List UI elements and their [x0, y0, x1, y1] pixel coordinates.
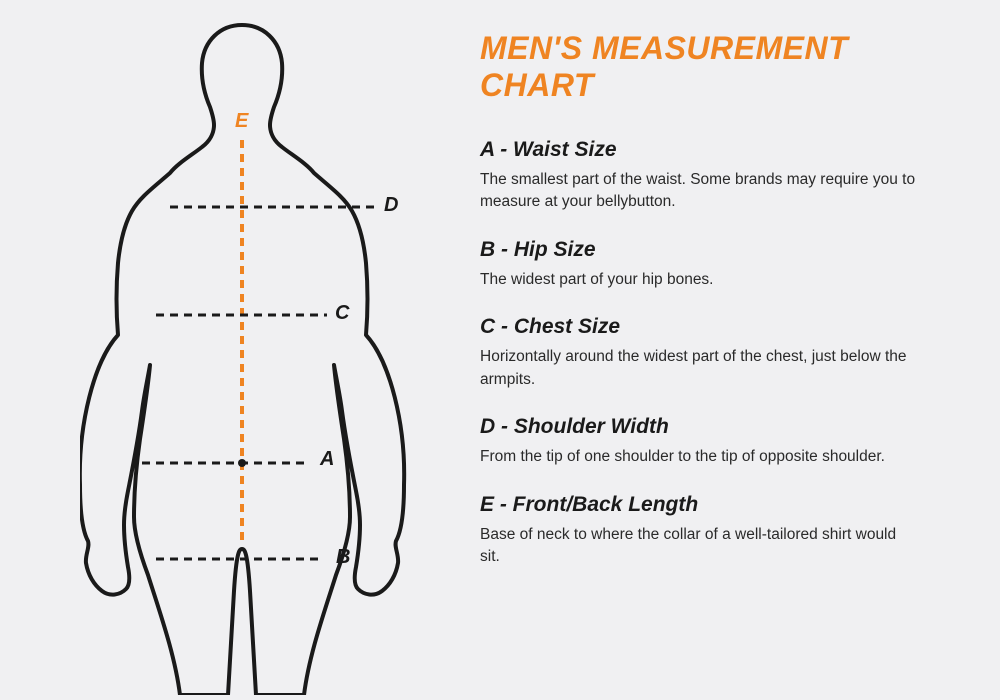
figure-label-b: B [336, 546, 350, 569]
figure-label-c: C [335, 302, 349, 325]
measurement-item: A - Waist Size The smallest part of the … [480, 138, 960, 214]
item-desc-d: From the tip of one shoulder to the tip … [480, 446, 920, 468]
figure-label-d: D [384, 194, 398, 217]
figure-label-e: E [235, 110, 248, 133]
item-title-a: A - Waist Size [480, 138, 960, 162]
chart-container: E D C A B MEN'S MEASUREMENT CHART A - Wa… [0, 0, 1000, 700]
item-title-d: D - Shoulder Width [480, 415, 960, 439]
measurement-item: D - Shoulder Width From the tip of one s… [480, 415, 960, 468]
item-desc-c: Horizontally around the widest part of t… [480, 346, 920, 391]
item-title-b: B - Hip Size [480, 238, 960, 262]
figure-label-a: A [320, 448, 334, 471]
item-desc-b: The widest part of your hip bones. [480, 269, 920, 291]
chart-title: MEN'S MEASUREMENT CHART [480, 30, 960, 104]
body-figure [80, 15, 420, 695]
text-panel: MEN'S MEASUREMENT CHART A - Waist Size T… [450, 0, 1000, 700]
figure-panel: E D C A B [0, 0, 450, 700]
measurement-item: C - Chest Size Horizontally around the w… [480, 315, 960, 391]
item-desc-a: The smallest part of the waist. Some bra… [480, 169, 920, 214]
item-title-c: C - Chest Size [480, 315, 960, 339]
measurement-item: B - Hip Size The widest part of your hip… [480, 238, 960, 291]
item-desc-e: Base of neck to where the collar of a we… [480, 524, 920, 569]
measurement-item: E - Front/Back Length Base of neck to wh… [480, 493, 960, 569]
item-title-e: E - Front/Back Length [480, 493, 960, 517]
